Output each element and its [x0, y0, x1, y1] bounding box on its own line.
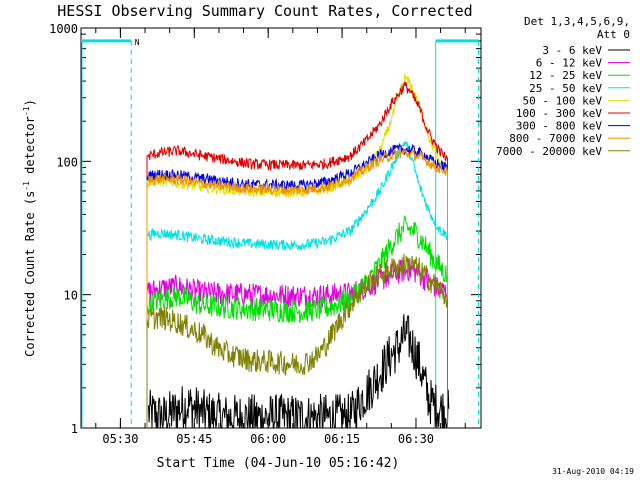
series-line-3-6-kev	[148, 314, 450, 430]
x-tick-label: 05:45	[176, 432, 212, 446]
x-tick-label: 06:30	[398, 432, 434, 446]
y-tick-label: 1	[71, 422, 78, 436]
x-axis-label: Start Time (04-Jun-10 05:16:42)	[157, 456, 400, 471]
legend-entry-label: 3 - 6 keV	[542, 44, 602, 57]
generation-timestamp: 31-Aug-2010 04:19	[552, 467, 634, 476]
night-marker-label: N	[135, 38, 140, 47]
series-line-800-7000-kev	[146, 148, 448, 428]
y-axis-label-mid: detector	[23, 116, 37, 181]
legend-header-line-2: Att 0	[597, 28, 630, 41]
legend-entry-label: 50 - 100 keV	[523, 94, 603, 107]
legend-entry-label: 25 - 50 keV	[529, 82, 602, 95]
x-tick-label: 06:00	[250, 432, 286, 446]
legend-entry-label: 800 - 7000 keV	[509, 132, 602, 145]
x-tick-label: 05:30	[102, 432, 138, 446]
y-axis-label-sup-2: -1	[22, 106, 31, 116]
legend-entry-label: 7000 - 20000 keV	[496, 145, 602, 158]
series-line-100-300-kev	[146, 81, 448, 428]
plot-frame	[80, 27, 482, 429]
series-line-300-800-kev	[146, 142, 448, 428]
y-tick-label: 10	[64, 289, 78, 303]
y-axis-label: Corrected Count Rate (s-1 detector-1)	[22, 99, 37, 357]
chart-title: HESSI Observing Summary Count Rates, Cor…	[57, 2, 472, 20]
x-tick-label: 06:15	[324, 432, 360, 446]
series-line-12-25-kev	[146, 215, 448, 428]
y-tick-label: 1000	[49, 22, 78, 36]
plot-area: 1 10 100 1000 05:30 05:45 06:00 06:15 06:30 N	[49, 22, 482, 446]
series-line-50-100-kev	[146, 73, 448, 428]
y-axis-label-main: Corrected Count Rate (s	[23, 191, 37, 357]
legend-entry-label: 12 - 25 keV	[529, 69, 602, 82]
y-axis-label-end: )	[23, 99, 37, 106]
y-axis-label-sup-1: -1	[22, 181, 31, 191]
series-line-7000-20000-kev	[146, 253, 448, 428]
legend-entry-label: 100 - 300 keV	[516, 107, 602, 120]
y-tick-label: 100	[56, 155, 78, 169]
legend-header-line-1: Det 1,3,4,5,6,9,	[524, 15, 630, 28]
legend-entry-label: 6 - 12 keV	[536, 57, 603, 70]
legend-entry-label: 300 - 800 keV	[516, 120, 602, 133]
